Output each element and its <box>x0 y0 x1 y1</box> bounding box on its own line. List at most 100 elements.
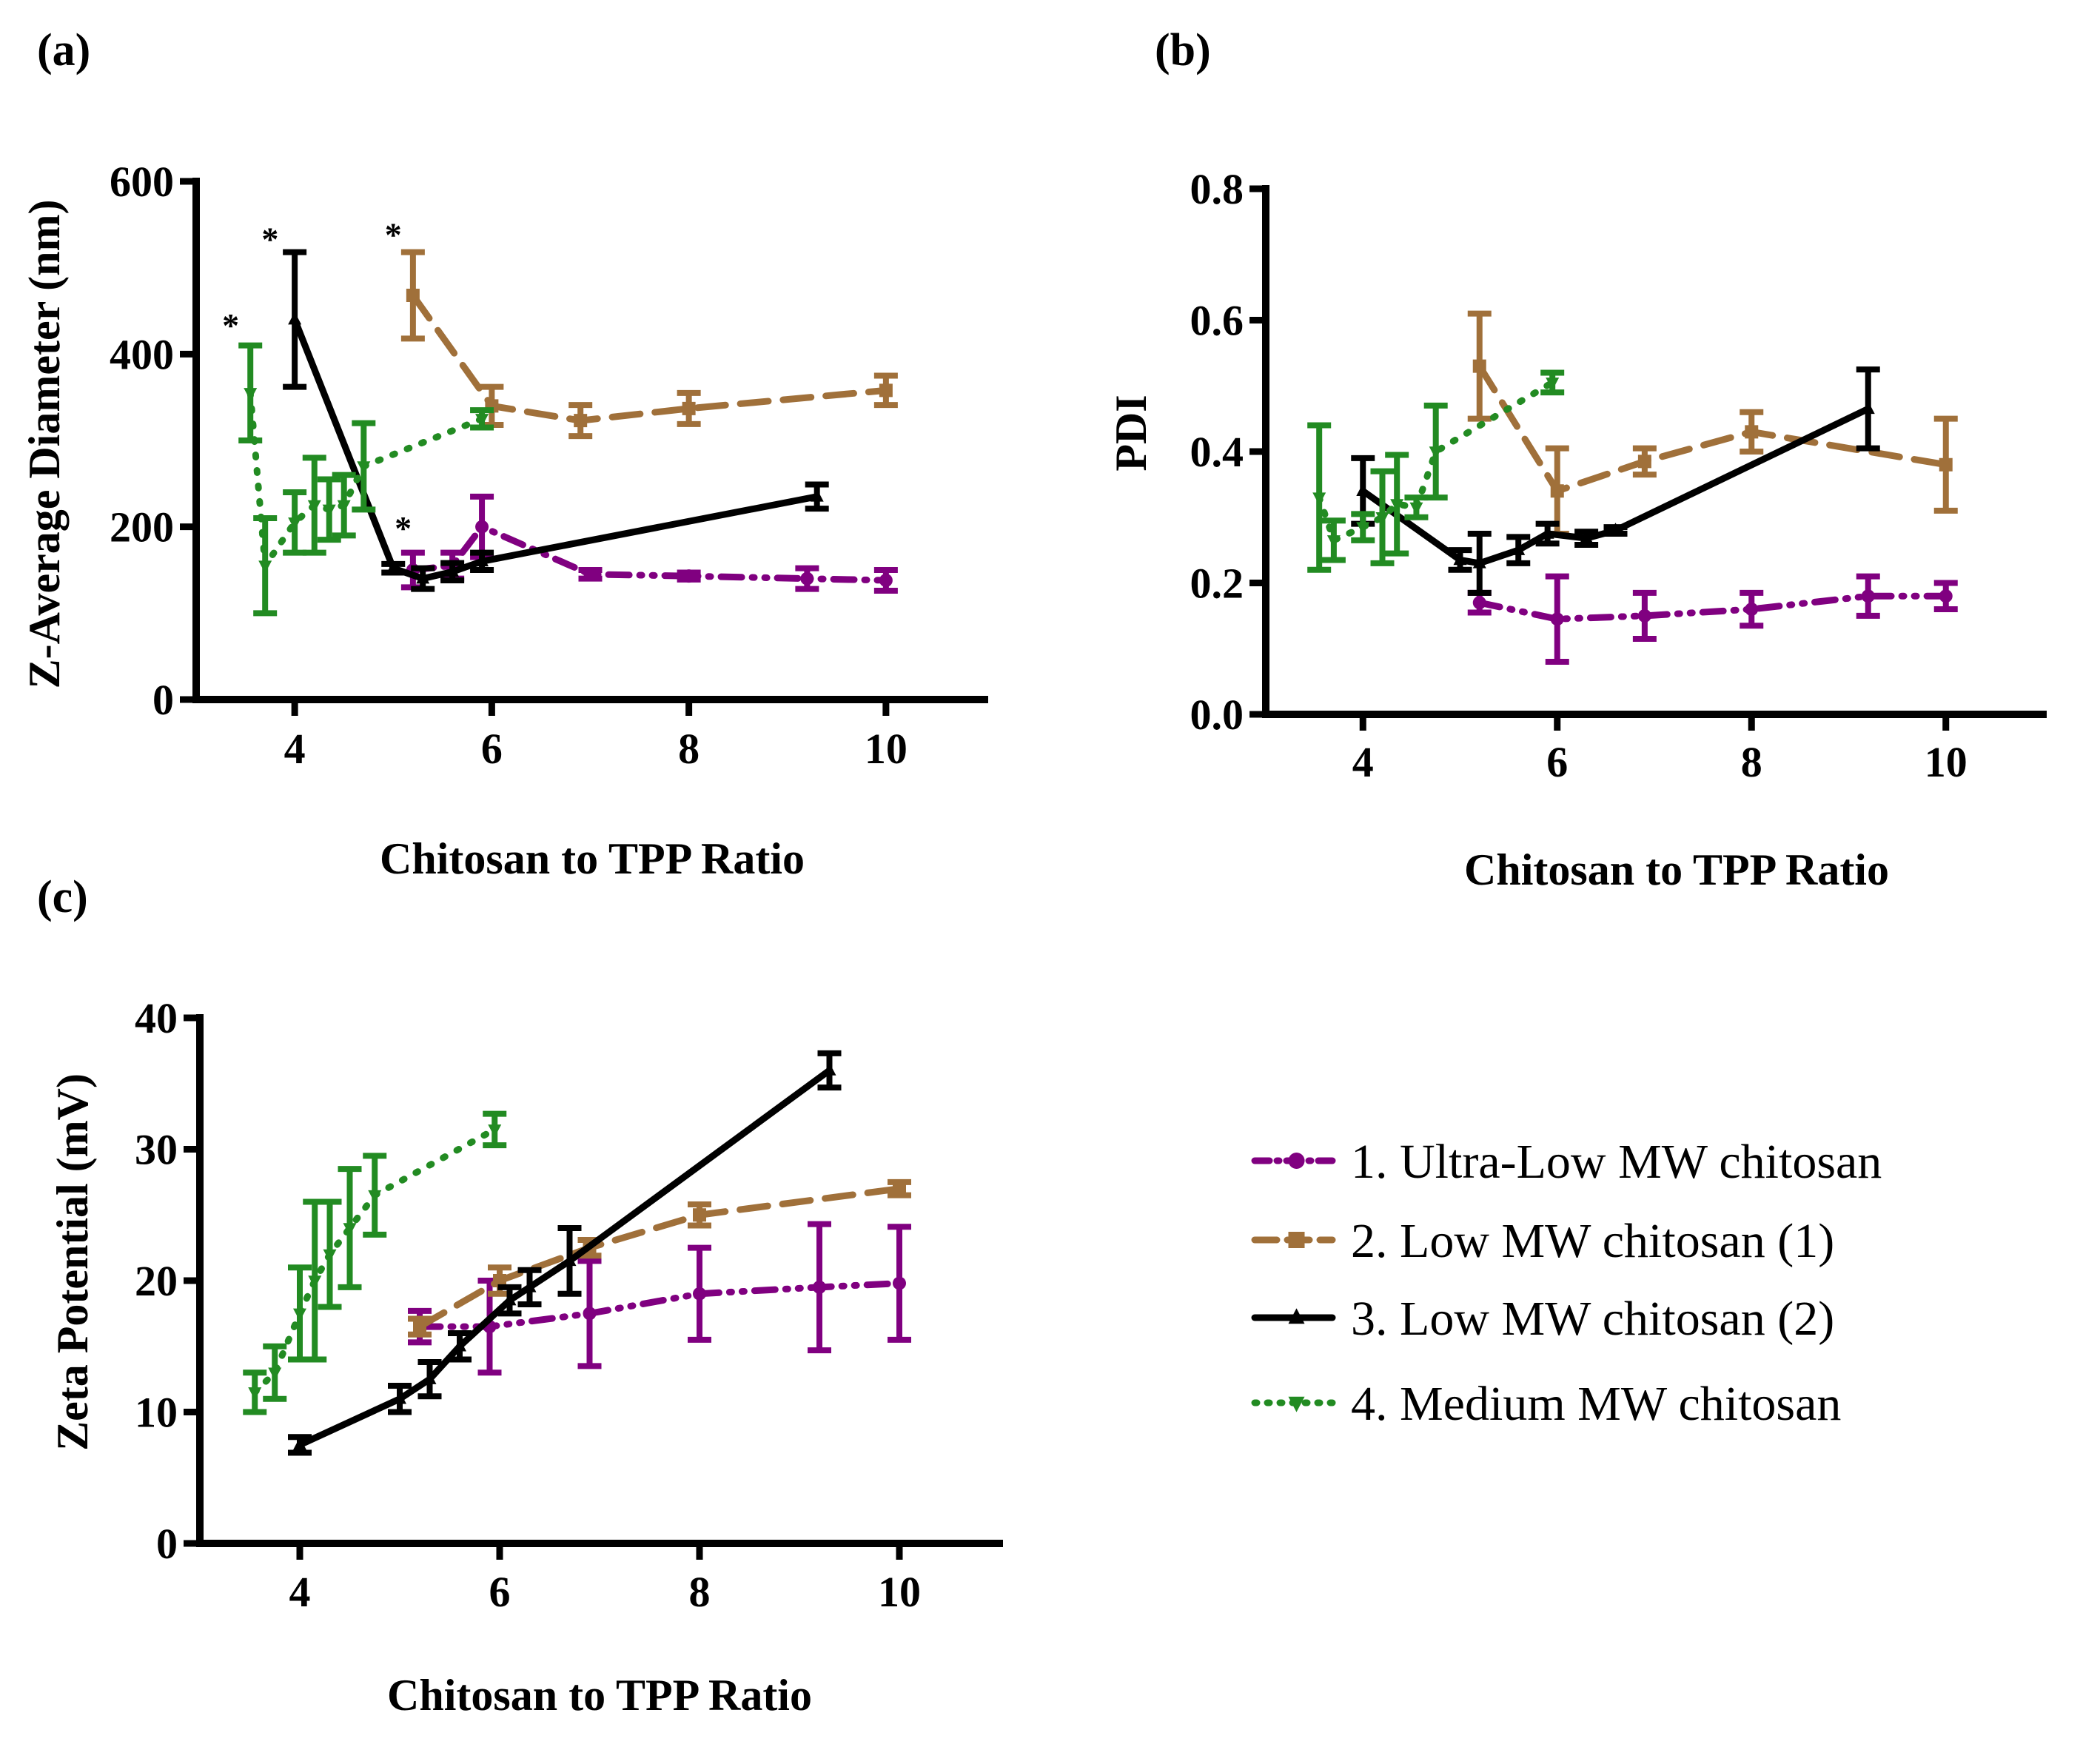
data-point <box>583 567 597 581</box>
y-tick-label: 0.8 <box>1190 165 1244 213</box>
data-point <box>337 500 351 513</box>
significance-asterisk: * <box>395 509 412 547</box>
panel-b-y-axis-title: PDI <box>1107 395 1155 471</box>
data-point <box>1550 612 1564 626</box>
legend: 1. Ultra-Low MW chitosan 2. Low MW chitos… <box>1251 1135 1882 1431</box>
series-3 <box>288 1050 842 1456</box>
data-point <box>1580 530 1594 543</box>
data-point <box>1326 535 1341 549</box>
data-point <box>1546 378 1560 391</box>
data-point <box>523 1279 537 1292</box>
data-point <box>810 489 824 502</box>
significance-asterisk: * <box>385 216 402 254</box>
data-point <box>879 383 893 398</box>
panel-b-x-axis-title: Chitosan to TPP Ratio <box>1464 845 1889 894</box>
panel-a-plot <box>238 249 898 617</box>
series-line <box>296 1067 833 1449</box>
series-3 <box>283 249 829 592</box>
y-tick-label: 0.4 <box>1190 428 1244 476</box>
y-tick-label: 600 <box>110 158 174 206</box>
data-point <box>682 401 696 415</box>
data-point <box>307 500 321 513</box>
panel-c-y-axis-title: Zeta Potential (mV) <box>48 1073 97 1451</box>
y-tick-label: 10 <box>135 1389 178 1437</box>
data-point <box>248 1387 262 1401</box>
y-tick-label: 0.6 <box>1190 297 1244 345</box>
data-point <box>293 1437 306 1450</box>
data-point <box>1745 425 1759 439</box>
x-tick-label: 8 <box>678 725 700 773</box>
data-point <box>1409 502 1423 515</box>
panel-c-zeta-potential: (c) 0 10 20 30 40 4 6 8 10 Chitosan to TPP Ratio… <box>37 872 1003 1720</box>
data-point <box>574 414 588 428</box>
data-point <box>879 574 893 587</box>
x-tick-label: 10 <box>1925 738 1968 786</box>
series-3 <box>1351 366 1880 596</box>
y-tick-label: 0.2 <box>1190 560 1244 608</box>
data-point <box>288 312 302 325</box>
panel-a-z-average-diameter: (a) 0 200 400 600 4 6 8 10 * * * * Chitosan to TPP … <box>20 25 988 883</box>
panel-c-plot <box>243 1050 911 1456</box>
legend-item-1: 1. Ultra-Low MW chitosan <box>1251 1135 1882 1189</box>
data-point <box>813 1280 826 1294</box>
data-point <box>475 414 489 427</box>
x-tick-label: 6 <box>481 725 503 773</box>
series-line <box>251 1126 498 1396</box>
data-point <box>1453 552 1467 566</box>
data-point <box>503 1292 517 1306</box>
data-point <box>893 1181 906 1196</box>
data-point <box>488 1124 502 1138</box>
legend-label: 3. Low MW chitosan (2) <box>1351 1292 1834 1346</box>
data-point <box>475 520 489 534</box>
data-point <box>308 1275 322 1289</box>
panel-label-c: (c) <box>37 872 88 922</box>
panel-b-axes: 0.0 0.2 0.4 0.6 0.8 4 6 8 10 <box>1190 165 2047 786</box>
panel-a-axes: 0 200 400 600 4 6 8 10 * * * * <box>110 158 988 773</box>
data-point <box>268 1367 282 1381</box>
data-point <box>393 1391 406 1404</box>
data-point <box>1637 455 1651 469</box>
legend-label: 4. Medium MW chitosan <box>1351 1377 1841 1431</box>
y-tick-label: 0 <box>152 676 174 724</box>
panel-a-y-axis-title: Z-Average Diameter (nm) <box>20 200 69 689</box>
data-point <box>322 504 336 517</box>
data-point <box>288 517 302 531</box>
data-point <box>357 461 371 475</box>
series-4 <box>243 1110 507 1415</box>
panel-b-plot <box>1307 310 1958 665</box>
legend-label: 1. Ultra-Low MW chitosan <box>1351 1135 1882 1189</box>
data-point <box>258 560 272 574</box>
data-point <box>453 1338 466 1352</box>
significance-asterisk: * <box>222 306 239 344</box>
data-point <box>413 1320 426 1334</box>
x-tick-label: 8 <box>689 1568 711 1616</box>
data-point <box>1356 483 1370 496</box>
series-line <box>291 316 821 583</box>
legend-marker <box>1288 1153 1305 1169</box>
panel-c-x-axis-title: Chitosan to TPP Ratio <box>387 1671 812 1720</box>
y-tick-label: 20 <box>135 1257 178 1305</box>
data-point <box>1356 522 1370 535</box>
data-point <box>1608 523 1623 536</box>
data-point <box>583 1307 597 1321</box>
data-point <box>244 388 258 401</box>
y-tick-label: 30 <box>135 1126 178 1174</box>
legend-marker <box>1288 1308 1305 1324</box>
series-4 <box>1307 369 1565 573</box>
y-tick-label: 40 <box>135 994 178 1042</box>
x-tick-label: 6 <box>489 1568 511 1616</box>
data-point <box>1429 446 1443 460</box>
data-point <box>1512 542 1526 555</box>
data-point <box>1550 484 1564 498</box>
x-tick-label: 4 <box>284 725 306 773</box>
data-point <box>416 571 430 584</box>
legend-marker <box>1288 1396 1305 1412</box>
data-point <box>493 1274 506 1287</box>
x-tick-label: 10 <box>878 1568 921 1616</box>
x-tick-label: 6 <box>1546 738 1568 786</box>
panel-b-pdi: (b) 0.0 0.2 0.4 0.6 0.8 4 6 8 10 Chitosan to TPP… <box>1107 25 2047 894</box>
data-point <box>386 560 400 574</box>
data-point <box>446 563 460 577</box>
data-point <box>1375 512 1389 526</box>
data-point <box>1472 555 1486 569</box>
